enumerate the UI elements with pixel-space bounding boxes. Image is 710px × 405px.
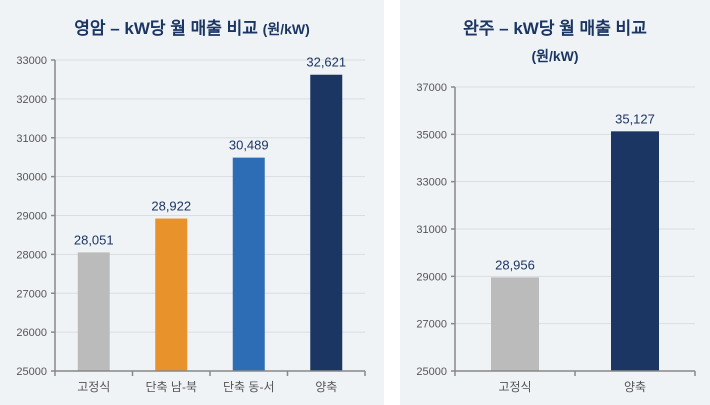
bar-chart: 25000 27000 29000 31000 33000 35000 37000 28,95… (416, 82, 696, 394)
bar-chart: 25000 26000 27000 28000 29000 30000 31000 32000… (16, 55, 366, 394)
bar (77, 252, 110, 371)
y-tick-label: 29000 (16, 211, 47, 223)
title-text: 영암 – kW당 월 매출 비교 (74, 19, 258, 38)
y-tick-label: 28000 (16, 249, 47, 261)
bar (155, 218, 188, 371)
data-label: 28,956 (495, 257, 535, 272)
x-tick-label: 단축 동-서 (223, 380, 275, 394)
y-tick-label: 29000 (416, 271, 447, 283)
y-tick-label: 25000 (416, 366, 447, 378)
y-tick-label: 27000 (416, 319, 447, 331)
data-label: 30,489 (229, 138, 269, 153)
y-tick-label: 31000 (16, 133, 47, 145)
x-tick-label: 고정식 (498, 380, 531, 394)
y-tick-label: 31000 (416, 224, 447, 236)
x-tick-label: 양축 (315, 380, 337, 394)
bar (611, 131, 659, 371)
data-label: 35,127 (615, 111, 655, 126)
y-tick-label: 30000 (16, 172, 47, 184)
y-tick-label: 26000 (16, 327, 47, 339)
data-label: 28,922 (151, 199, 191, 214)
bar (310, 74, 343, 371)
y-tick-label: 37000 (416, 82, 447, 94)
y-tick-label: 33000 (16, 55, 47, 67)
chart-title: 영암 – kW당 월 매출 비교 (원/kW) (0, 14, 384, 39)
data-label: 32,621 (306, 55, 346, 70)
chart-panel-yeongam: 영암 – kW당 월 매출 비교 (원/kW) 25000 26000 27000 2… (0, 0, 384, 405)
y-tick-label: 35000 (416, 129, 447, 141)
chart-title: 완주 – kW당 월 매출 비교 (463, 19, 647, 38)
y-tick-label: 32000 (16, 94, 47, 106)
chart-title-unit: (원/kW) (531, 48, 579, 64)
chart-panel-wanju: 완주 – kW당 월 매출 비교 (원/kW) 25000 27000 29000 3… (400, 0, 710, 405)
x-tick-label: 고정식 (77, 380, 110, 394)
bar (232, 157, 265, 371)
x-tick-label: 양축 (624, 380, 646, 394)
y-tick-label: 27000 (16, 288, 47, 300)
data-label: 28,051 (74, 232, 114, 247)
title-unit: (원/kW) (262, 21, 310, 37)
y-tick-label: 33000 (416, 177, 447, 189)
bar (491, 277, 539, 371)
x-tick-label: 단축 남-북 (146, 380, 198, 394)
y-tick-label: 25000 (16, 366, 47, 378)
